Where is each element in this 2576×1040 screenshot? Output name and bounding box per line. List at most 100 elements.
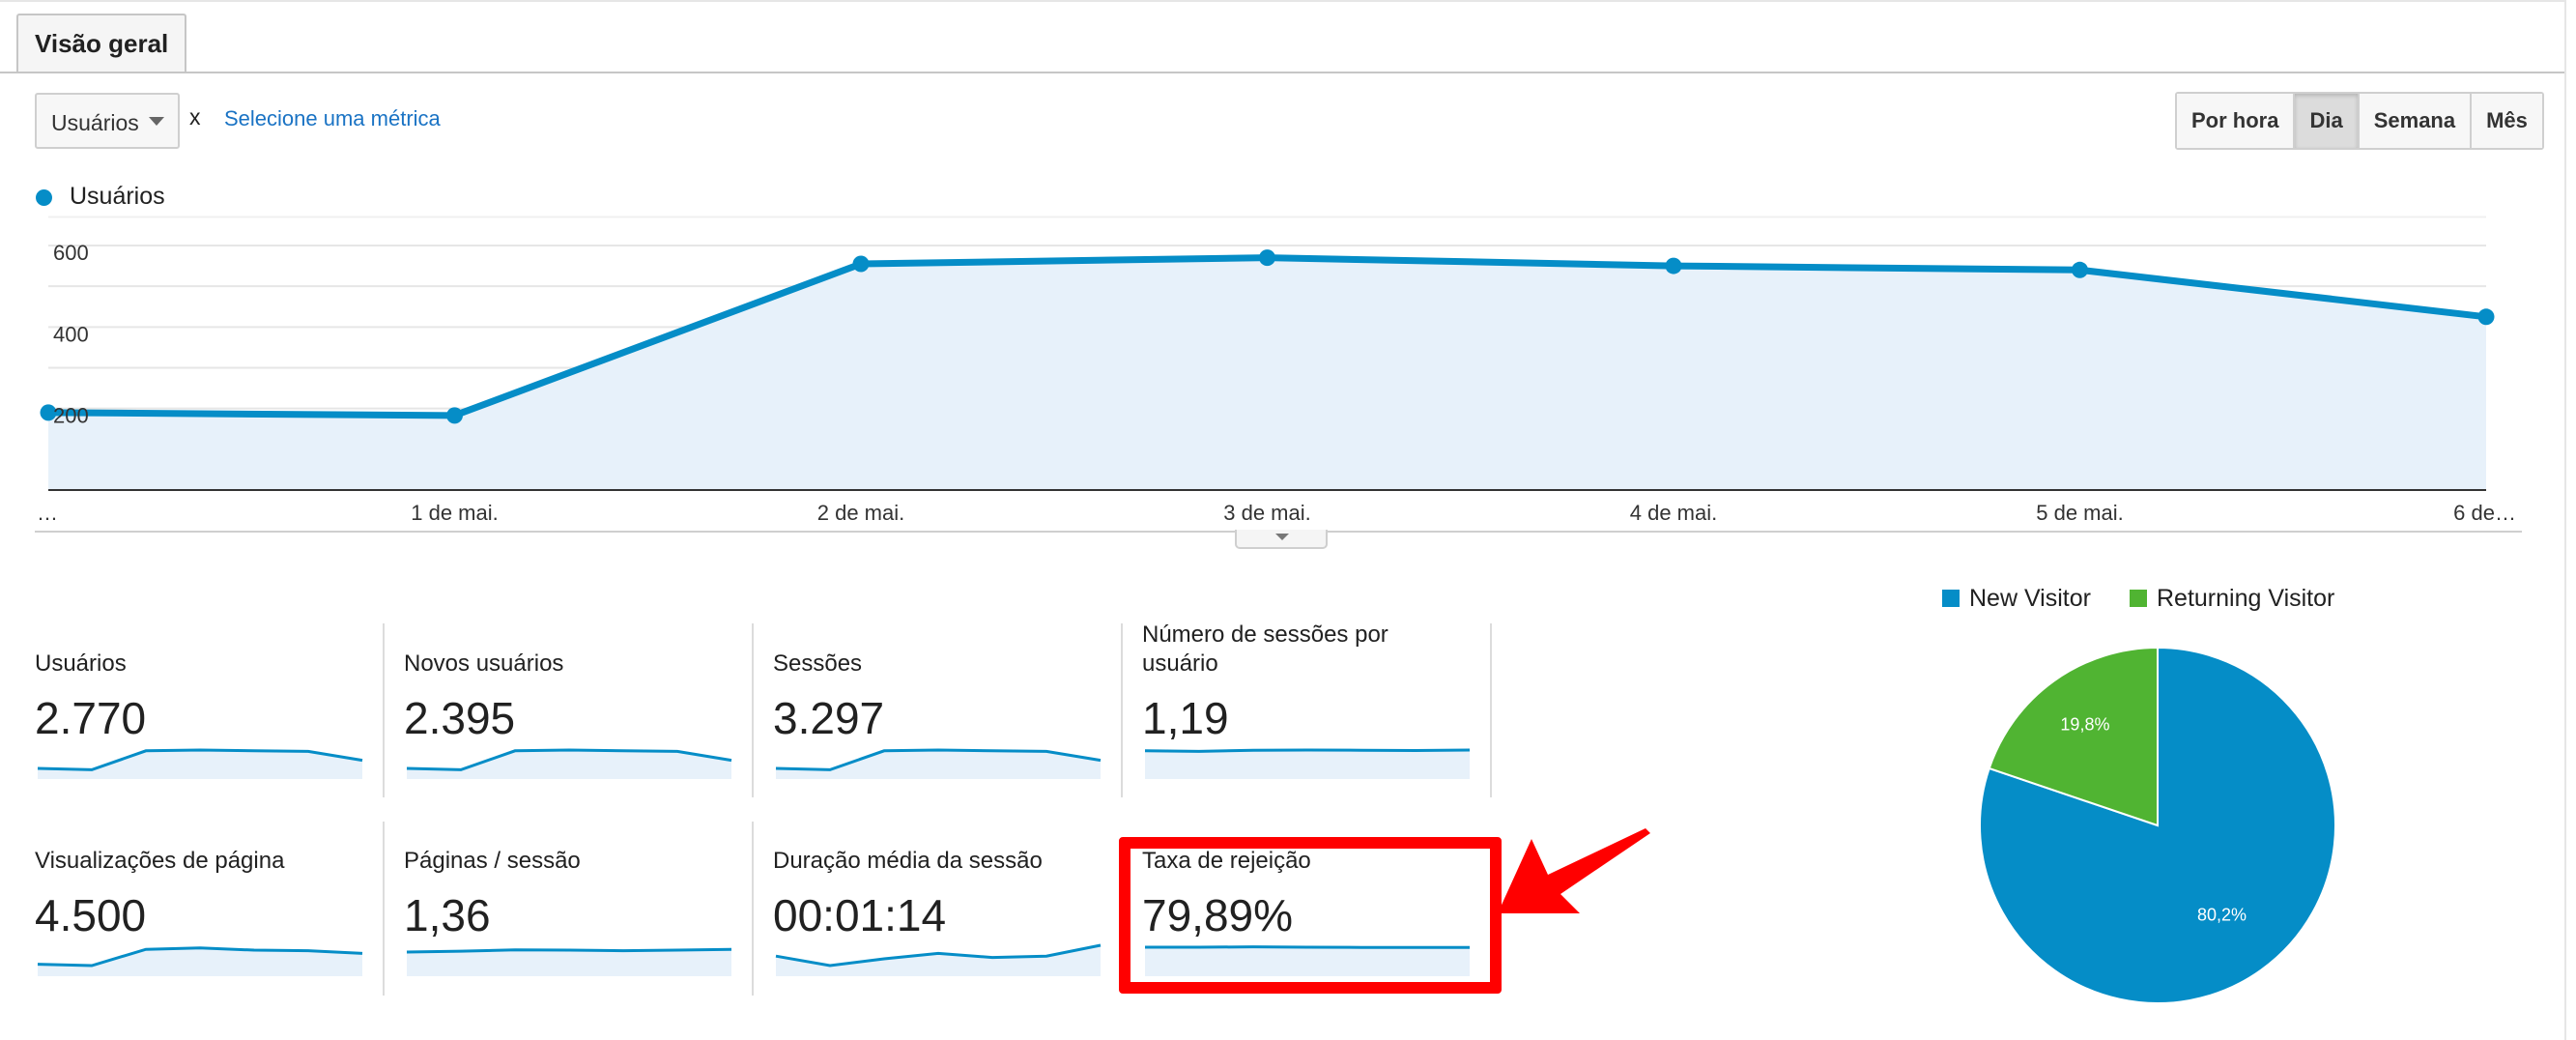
scorecard-separator <box>383 822 385 996</box>
scorecard-label: Duração média da sessão <box>773 848 1043 874</box>
scorecard-label: Páginas / sessão <box>404 848 581 874</box>
sparkline-line <box>775 748 1102 771</box>
sparkline-line <box>406 748 732 771</box>
scorecard[interactable]: Páginas / sessão 1,36 <box>404 796 752 980</box>
scorecard-value: 3.297 <box>773 693 885 743</box>
sparkline-line <box>775 943 1102 968</box>
tab-overview[interactable]: Visão geral <box>16 14 187 72</box>
highlight-box <box>1119 837 1502 994</box>
granularity-toggle: Por hora Dia Semana Mês <box>2175 92 2544 150</box>
scorecard-separator <box>1121 623 1123 797</box>
granularity-hourly-button[interactable]: Por hora <box>2177 94 2296 148</box>
chevron-down-icon <box>1275 534 1289 540</box>
sparkline <box>37 748 363 779</box>
sparkline <box>775 943 1102 976</box>
scorecard[interactable]: Novos usuários 2.395 <box>404 599 752 783</box>
scorecard-value: 79,89% <box>1142 890 1294 940</box>
scorecard[interactable]: Sessões 3.297 <box>773 599 1121 783</box>
scorecard-label: Número de sessões por usuário <box>1142 621 1388 677</box>
data-point[interactable] <box>40 404 57 421</box>
panel-border <box>2564 0 2566 1040</box>
scorecard[interactable]: Visualizações de página 4.500 <box>35 796 383 980</box>
sparkline-area <box>38 749 362 779</box>
y-tick-label: 600 <box>53 241 89 265</box>
data-point[interactable] <box>2477 308 2495 326</box>
sparkline <box>1145 945 1470 976</box>
chart-expand-handle[interactable] <box>1235 530 1328 549</box>
sparkline-area <box>38 947 362 976</box>
scorecard-label: Usuários <box>35 650 127 677</box>
sparkline-area <box>407 749 731 779</box>
legend-item-new-visitor[interactable]: New Visitor <box>1942 585 2091 613</box>
x-tick-label: 4 de mai. <box>1630 501 1718 525</box>
granularity-week-button[interactable]: Semana <box>2359 94 2473 148</box>
metric-dropdown[interactable]: Usuários <box>35 93 180 149</box>
scorecard-separator <box>383 623 385 797</box>
scorecard-value: 1,19 <box>1142 693 1229 743</box>
scorecard[interactable]: Número de sessões por usuário 1,19 <box>1142 599 1490 783</box>
sparkline-line <box>37 946 363 968</box>
metric-dropdown-value: Usuários <box>51 110 139 135</box>
scorecard[interactable]: Usuários 2.770 <box>35 599 383 783</box>
sparkline-area <box>407 949 731 976</box>
legend-label: Returning Visitor <box>2157 585 2335 612</box>
y-tick-label: 400 <box>53 322 89 346</box>
x-tick-label: 2 de mai. <box>817 501 905 525</box>
sparkline-area <box>1145 946 1470 976</box>
granularity-day-button[interactable]: Dia <box>2295 94 2360 148</box>
arrow-icon <box>1498 828 1650 913</box>
x-tick-label: 1 de mai. <box>411 501 499 525</box>
scorecard-label: Visualizações de página <box>35 848 285 874</box>
select-metric-link[interactable]: Selecione uma métrica <box>224 106 441 130</box>
legend-item-returning-visitor[interactable]: Returning Visitor <box>2130 585 2334 613</box>
scorecard-value: 1,36 <box>404 890 491 940</box>
pie-slice-label: 19,8% <box>2060 714 2109 734</box>
sparkline-line <box>1144 748 1471 753</box>
remove-metric-button[interactable]: x <box>189 104 201 130</box>
pie-slice[interactable] <box>1988 646 2159 827</box>
x-tick-label: … <box>37 501 58 525</box>
legend-label: New Visitor <box>1969 585 2091 612</box>
scorecard[interactable]: Taxa de rejeição 79,89% <box>1142 796 1490 980</box>
legend-swatch <box>1942 590 1960 607</box>
sparkline <box>1144 748 1471 779</box>
sparkline-line <box>1145 945 1470 949</box>
sparkline-line <box>37 748 363 771</box>
x-tick-label: 5 de mai. <box>2036 501 2124 525</box>
data-point[interactable] <box>2072 261 2088 278</box>
y-tick-label: 200 <box>53 404 89 428</box>
data-point[interactable] <box>446 407 463 424</box>
sparkline-area <box>1145 749 1470 779</box>
users-line-chart: 200 400 600 … 1 de mai. 2 de mai. 3 de mai. 4 d… <box>35 216 2522 533</box>
visitor-pie-chart: 80,2% 19,8% <box>1979 646 2336 1004</box>
data-point[interactable] <box>852 255 870 273</box>
sparkline <box>406 947 732 976</box>
series-legend-label[interactable]: Usuários <box>70 183 165 210</box>
sparkline-area <box>776 749 1101 779</box>
sparkline <box>37 946 363 976</box>
chevron-down-icon <box>149 117 164 126</box>
data-point[interactable] <box>1259 249 1275 267</box>
data-point[interactable] <box>1665 257 1682 274</box>
tab-bar <box>0 0 2564 73</box>
legend-swatch <box>2130 590 2147 607</box>
scorecard[interactable]: Duração média da sessão 00:01:14 <box>773 796 1121 980</box>
scorecard-value: 2.770 <box>35 693 147 743</box>
scorecard-separator <box>1490 623 1492 797</box>
sparkline <box>406 748 732 779</box>
scorecard-value: 00:01:14 <box>773 890 947 940</box>
series-area <box>48 257 2486 490</box>
scorecard-value: 4.500 <box>35 890 147 940</box>
x-tick-label: 3 de mai. <box>1223 501 1311 525</box>
scorecard-label: Novos usuários <box>404 650 564 677</box>
series-legend-marker <box>36 189 52 206</box>
scorecard-label: Sessões <box>773 650 863 677</box>
granularity-month-button[interactable]: Mês <box>2472 94 2542 148</box>
scorecard-separator <box>752 623 754 797</box>
scorecard-label: Taxa de rejeição <box>1142 848 1311 874</box>
x-tick-label: 6 de… <box>2453 501 2516 525</box>
sparkline <box>775 748 1102 779</box>
sparkline-area <box>776 945 1101 976</box>
sparkline-line <box>406 947 732 954</box>
scorecard-value: 2.395 <box>404 693 516 743</box>
